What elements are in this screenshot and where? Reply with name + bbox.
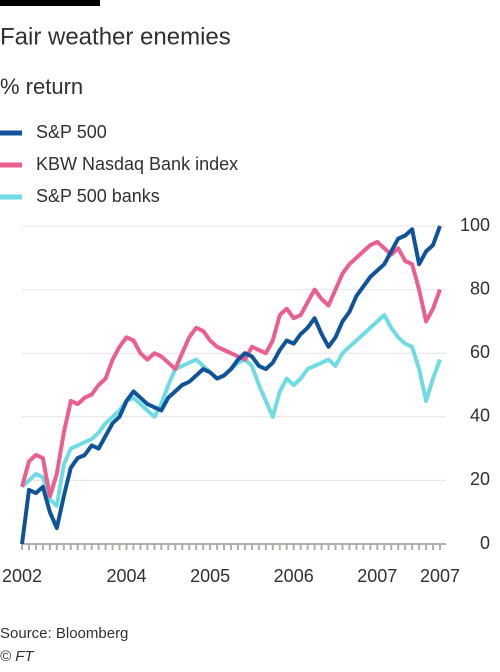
x-tick-label: 2005: [190, 566, 230, 586]
source: Source: Bloomberg: [0, 625, 128, 642]
chart-subtitle: % return: [0, 74, 83, 99]
legend-label: KBW Nasdaq Bank index: [36, 154, 238, 174]
y-tick-label: 60: [470, 342, 490, 362]
y-tick-label: 0: [480, 533, 490, 553]
legend-label: S&P 500: [36, 122, 107, 142]
brand-bar: [0, 0, 100, 6]
chart-title: Fair weather enemies: [0, 23, 231, 50]
x-tick-label: 2006: [274, 566, 314, 586]
legend-label: S&P 500 banks: [36, 186, 160, 206]
series-line: [20, 225, 442, 545]
x-tick-label: 2007: [420, 566, 460, 586]
x-tick-label: 2002: [2, 566, 42, 586]
series-line: [20, 313, 442, 508]
credit: © FT: [0, 648, 35, 665]
y-tick-label: 80: [470, 278, 490, 298]
y-tick-label: 40: [470, 406, 490, 426]
x-tick-label: 2004: [106, 566, 146, 586]
y-tick-label: 100: [460, 215, 490, 235]
series-line: [20, 239, 442, 499]
x-tick-label: 2007: [357, 566, 397, 586]
y-tick-label: 20: [470, 469, 490, 489]
